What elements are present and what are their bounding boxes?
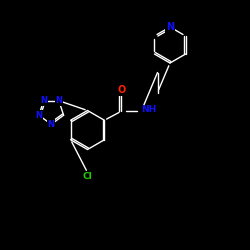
Text: NH: NH (141, 106, 156, 114)
Text: O: O (117, 85, 125, 95)
Text: N: N (36, 111, 43, 120)
Text: N: N (166, 22, 174, 32)
Text: N: N (40, 96, 47, 105)
Text: N: N (48, 120, 55, 129)
Text: N: N (56, 96, 62, 105)
Text: Cl: Cl (82, 172, 92, 181)
